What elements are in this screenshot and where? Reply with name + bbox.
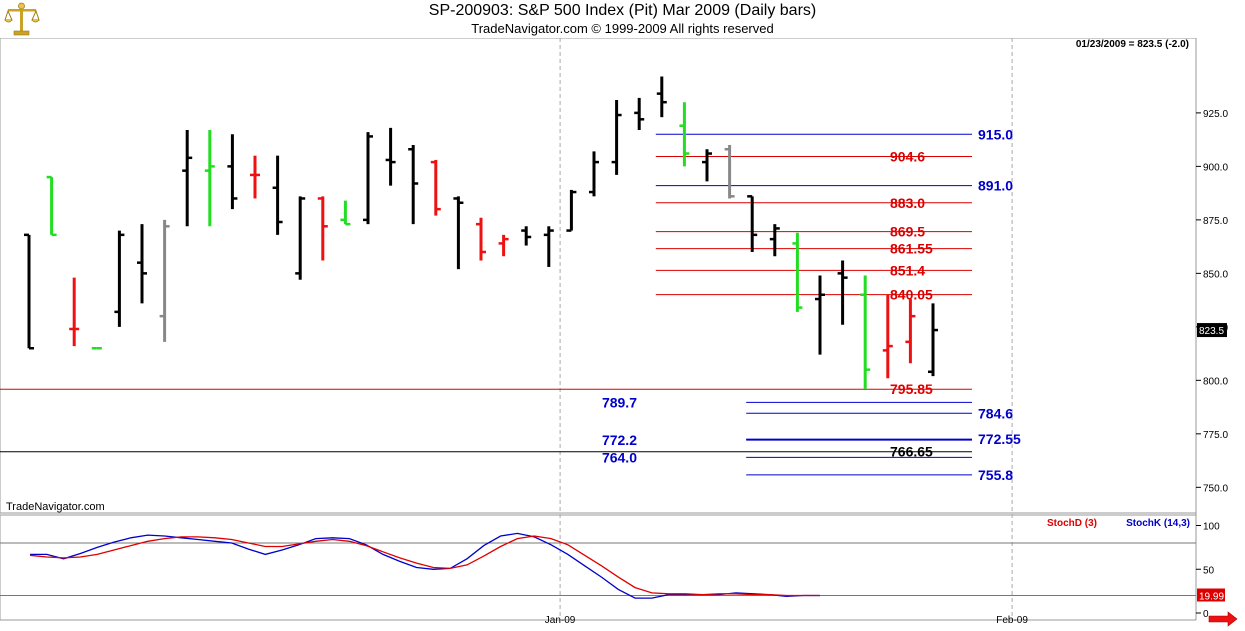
ohlc-bar [159, 219, 170, 342]
stoch-tick-label: 0 [1203, 609, 1209, 620]
ohlc-bar [769, 224, 780, 257]
ohlc-bar [272, 155, 283, 235]
ohlc-bar [589, 151, 599, 197]
level-label: 764.0 [602, 449, 637, 465]
month-gridlines [559, 38, 1013, 620]
ohlc-bar [69, 277, 80, 347]
ohlc-bar [182, 130, 193, 227]
stochastic-lines [0, 532, 1196, 599]
level-label: 861.55 [890, 241, 933, 257]
ohlc-bar [634, 97, 645, 131]
ohlc-bar [521, 226, 532, 246]
ohlc-bar [882, 294, 893, 379]
stochastic-axis-ticks: 100 50 0 19.99 [1196, 522, 1225, 620]
stochastic-panel [0, 514, 1197, 621]
date-axis-ticks: Jan-09 Feb-09 [545, 615, 1029, 626]
level-label: 851.4 [890, 262, 925, 278]
price-tick-label: 875.0 [1203, 216, 1228, 227]
price-tick-label: 775.0 [1203, 430, 1228, 441]
level-label: 772.55 [978, 431, 1021, 447]
stoch-series-line [30, 532, 820, 599]
last-price-box [1197, 323, 1227, 338]
chart-subtitle: TradeNavigator.com © 1999-2009 All right… [471, 21, 774, 36]
ohlc-bar [747, 195, 758, 252]
ohlc-bar [385, 127, 396, 186]
price-tick-label: 925.0 [1203, 109, 1228, 120]
price-readout: 01/23/2009 = 823.5 (-2.0) [1076, 39, 1189, 50]
level-label: 891.0 [978, 178, 1013, 194]
level-label: 883.0 [890, 195, 925, 211]
stoch-series-line [29, 535, 820, 597]
price-tick-label: 800.0 [1203, 376, 1228, 387]
price-tick-label: 850.0 [1203, 269, 1228, 280]
ohlc-bar [792, 232, 803, 312]
ohlc-bar [656, 76, 667, 118]
ohlc-bar [227, 134, 238, 210]
ohlc-bar [837, 260, 848, 325]
chart-title: SP-200903: S&P 500 Index (Pit) Mar 2009 … [428, 2, 817, 19]
ohlc-bar [566, 189, 577, 232]
ohlc-bar [815, 275, 825, 355]
level-label: 795.85 [890, 381, 933, 397]
title-bar: SP-200903: S&P 500 Index (Pit) Mar 2009 … [0, 0, 1245, 38]
level-label: 772.2 [602, 432, 637, 448]
ohlc-bar [250, 155, 260, 199]
red-arrow-right-icon[interactable] [1208, 611, 1238, 627]
ohlc-bar [679, 102, 690, 167]
stoch-tick-label: 100 [1203, 522, 1220, 533]
ohlc-bar [137, 224, 147, 304]
price-tick-label: 900.0 [1203, 162, 1228, 173]
ohlc-bar [453, 196, 464, 270]
ohlc-bar [498, 234, 509, 257]
ohlc-bar [204, 130, 215, 227]
stoch-tick-label: 50 [1203, 565, 1215, 576]
ohlc-bar [611, 100, 622, 175]
price-tick-label: 750.0 [1203, 483, 1228, 494]
gold-scales-icon [4, 2, 40, 36]
ohlc-bar [408, 144, 419, 225]
ohlc-bar [543, 226, 554, 267]
level-label: 755.8 [978, 467, 1013, 483]
legend-stochk: StochK (14,3) [1126, 518, 1190, 529]
price-bars [24, 76, 938, 389]
ohlc-bar [114, 230, 125, 327]
ohlc-bar [46, 175, 57, 237]
ohlc-bar [340, 200, 351, 226]
price-axis-ticks: 925.0900.0875.0850.0825.0800.0775.0750.0… [1196, 109, 1228, 494]
ohlc-bar [702, 149, 712, 182]
ohlc-bar [724, 144, 735, 199]
ohlc-bar [295, 196, 306, 280]
legend-stochd: StochD (3) [1047, 518, 1097, 529]
level-label: 869.5 [890, 224, 925, 240]
ohlc-bar [860, 275, 871, 389]
level-label: 915.0 [978, 126, 1013, 142]
ohlc-bar [430, 159, 441, 216]
last-stoch-box [1197, 588, 1225, 602]
level-label: 840.05 [890, 287, 933, 303]
last-price-label: 823.5 [1199, 326, 1224, 337]
price-panel [0, 38, 1197, 514]
level-label: 789.7 [602, 394, 637, 410]
level-label: 904.6 [890, 149, 925, 165]
last-stoch-label: 19.99 [1199, 592, 1224, 603]
ohlc-bar [476, 217, 486, 261]
ohlc-bar [24, 233, 34, 350]
watermark: TradeNavigator.com [6, 501, 105, 513]
date-tick-label: Feb-09 [996, 615, 1028, 626]
ohlc-bar [905, 299, 916, 364]
level-label: 766.65 [890, 444, 933, 460]
level-label: 784.6 [978, 405, 1013, 421]
date-tick-label: Jan-09 [545, 615, 576, 626]
ohlc-bar [317, 196, 328, 261]
ohlc-bar [928, 303, 938, 377]
ohlc-bar [363, 132, 373, 225]
